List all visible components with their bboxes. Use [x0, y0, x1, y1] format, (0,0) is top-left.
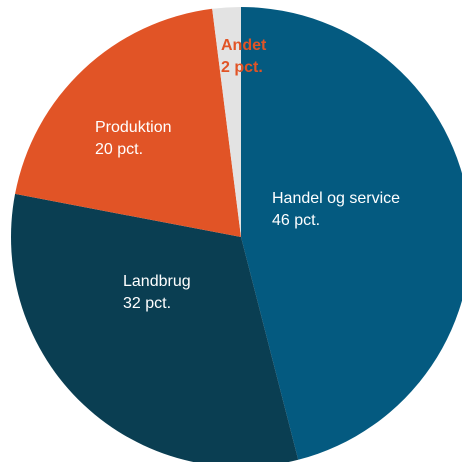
pie-slice-andet — [212, 6, 241, 237]
slice-name-andet: Andet — [221, 37, 267, 54]
slice-value-landbrug: 32 pct. — [123, 295, 171, 312]
slice-label-andet: Andet 2 pct. — [221, 37, 267, 76]
slice-label-produktion: Produktion 20 pct. — [95, 119, 172, 158]
slice-label-handel-og-service: Handel og service 46 pct. — [272, 190, 400, 229]
slice-label-landbrug: Landbrug 32 pct. — [123, 273, 191, 312]
slice-name-produktion: Produktion — [95, 119, 172, 136]
slice-value-andet: 2 pct. — [221, 59, 263, 76]
pie-slice-landbrug — [11, 193, 299, 462]
slice-value-produktion: 20 pct. — [95, 141, 143, 158]
pie-slice-handel-og-service — [241, 7, 462, 460]
pie-slice-produktion — [15, 8, 241, 238]
slice-value-handel-og-service: 46 pct. — [272, 212, 320, 229]
slice-name-landbrug: Landbrug — [123, 273, 191, 290]
slice-name-handel-og-service: Handel og service — [272, 190, 400, 207]
